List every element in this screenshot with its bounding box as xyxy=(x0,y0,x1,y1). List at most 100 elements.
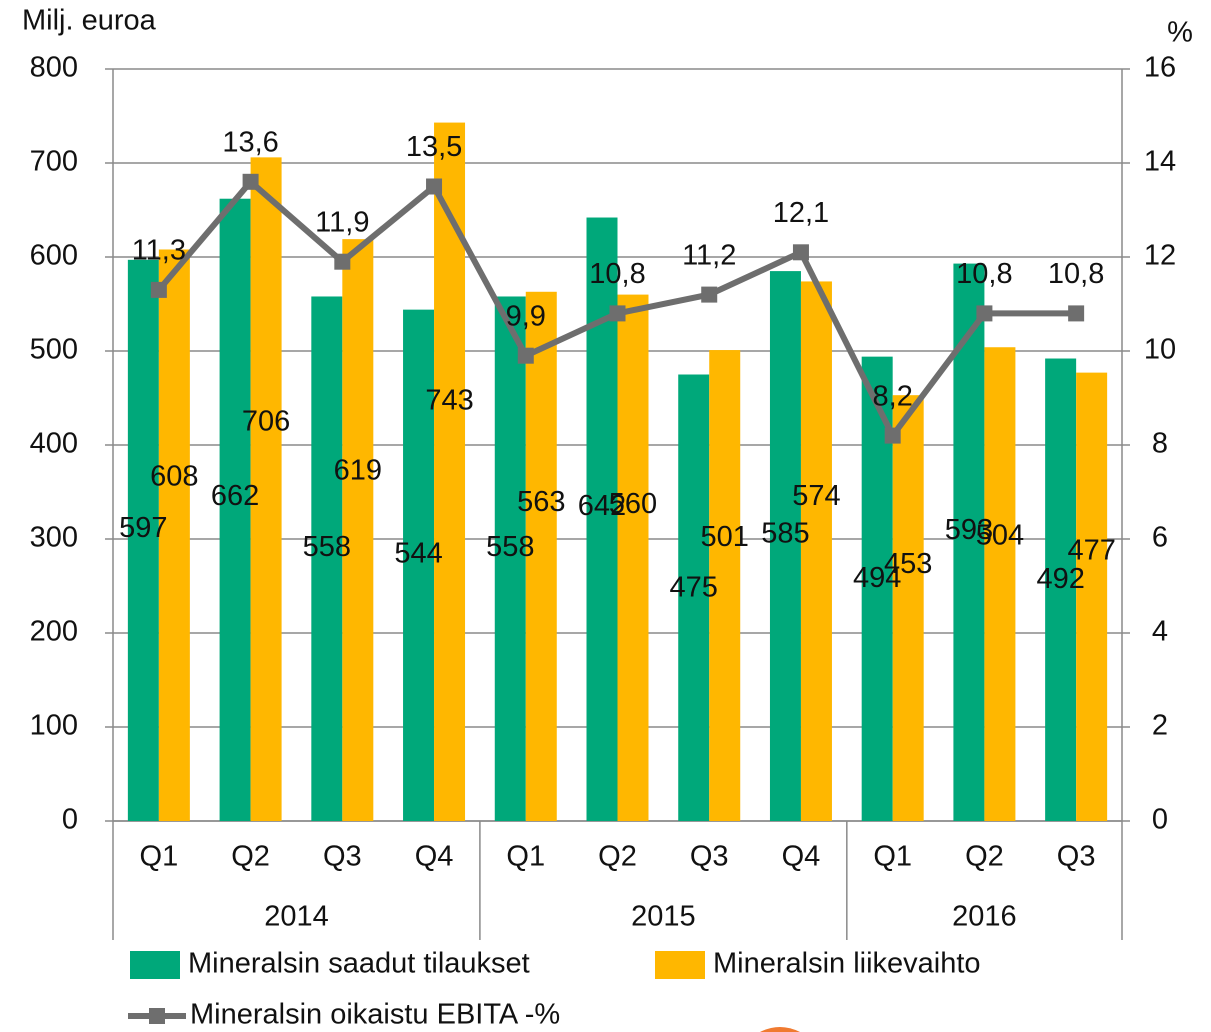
bar xyxy=(1076,372,1108,821)
y2-tick-label: 6 xyxy=(1152,522,1168,554)
line-marker xyxy=(150,281,167,298)
bar xyxy=(617,294,649,822)
x-tick-label: Q3 xyxy=(1057,841,1096,873)
bar-value-label: 743 xyxy=(425,385,473,417)
y-tick-label: 800 xyxy=(30,52,78,84)
bar-value-label: 563 xyxy=(517,486,565,518)
legend-label: Mineralsin saadut tilaukset xyxy=(188,948,530,980)
x-tick-label: Q2 xyxy=(965,841,1004,873)
bar xyxy=(984,347,1016,821)
bar-value-label: 706 xyxy=(242,405,290,437)
bar xyxy=(769,271,801,822)
bar xyxy=(127,259,159,821)
bar-value-label: 453 xyxy=(884,548,932,580)
bar-value-label: 558 xyxy=(486,531,534,563)
bar-value-label: 501 xyxy=(701,521,749,553)
y-axis-title: Milj. euroa xyxy=(22,5,157,37)
bar xyxy=(342,239,374,821)
bar xyxy=(709,350,741,821)
line-marker xyxy=(609,305,626,322)
bar xyxy=(678,374,710,821)
x-tick-label: Q4 xyxy=(782,841,821,873)
bar-value-label: 662 xyxy=(211,480,259,512)
bar xyxy=(434,122,466,821)
bar-value-label: 608 xyxy=(150,461,198,493)
x-tick-label: Q1 xyxy=(140,841,179,873)
y2-tick-label: 8 xyxy=(1152,428,1168,460)
bar xyxy=(219,198,251,822)
bar-value-label: 477 xyxy=(1067,535,1115,567)
group-label: 2016 xyxy=(952,901,1017,933)
line-marker xyxy=(792,244,809,261)
bar xyxy=(494,296,526,822)
group-label: 2014 xyxy=(264,901,329,933)
line-marker xyxy=(884,427,901,444)
bar xyxy=(403,309,435,821)
line-value-label: 11,2 xyxy=(682,239,736,271)
line-value-label: 9,9 xyxy=(506,300,546,332)
y-tick-label: 500 xyxy=(30,334,78,366)
y-tick-label: 700 xyxy=(30,146,78,178)
y2-tick-label: 0 xyxy=(1152,804,1168,836)
line-value-label: 13,5 xyxy=(406,131,462,163)
legend-label: Mineralsin liikevaihto xyxy=(713,948,981,980)
legend-label: Mineralsin oikaistu EBITA -% xyxy=(190,999,560,1031)
line-value-label: 13,6 xyxy=(222,126,278,158)
bar-value-label: 475 xyxy=(670,571,718,603)
y2-tick-label: 4 xyxy=(1152,616,1168,648)
legend-swatch xyxy=(130,951,180,979)
y-tick-label: 100 xyxy=(30,710,78,742)
line-marker xyxy=(1068,305,1085,322)
line-marker xyxy=(701,286,718,303)
line-value-label: 10,8 xyxy=(956,258,1012,290)
line-value-label: 12,1 xyxy=(773,197,829,229)
line-marker xyxy=(976,305,993,322)
y2-tick-label: 14 xyxy=(1144,146,1176,178)
x-tick-label: Q3 xyxy=(690,841,729,873)
y2-tick-label: 12 xyxy=(1144,240,1176,272)
x-tick-label: Q3 xyxy=(323,841,362,873)
bar-value-label: 642 xyxy=(578,490,626,522)
bar-value-label: 585 xyxy=(761,518,809,550)
y-tick-label: 600 xyxy=(30,240,78,272)
line-value-label: 11,3 xyxy=(132,235,186,267)
y2-tick-label: 16 xyxy=(1144,52,1176,84)
x-tick-label: Q2 xyxy=(231,841,270,873)
line-value-label: 10,8 xyxy=(589,258,645,290)
line-value-label: 11,9 xyxy=(315,206,369,238)
bar xyxy=(158,249,190,822)
line-value-label: 10,8 xyxy=(1048,258,1104,290)
line-value-label: 8,2 xyxy=(873,380,913,412)
line-marker xyxy=(426,178,443,195)
legend-swatch xyxy=(149,1008,165,1024)
line-marker xyxy=(334,253,351,270)
y-tick-label: 200 xyxy=(30,616,78,648)
x-tick-label: Q2 xyxy=(598,841,637,873)
bar xyxy=(953,263,985,822)
group-label: 2015 xyxy=(631,901,696,933)
bar xyxy=(1045,358,1077,821)
legend-swatch xyxy=(655,951,705,979)
y-tick-label: 0 xyxy=(62,804,78,836)
x-tick-label: Q1 xyxy=(873,841,912,873)
y2-axis-title: % xyxy=(1167,17,1193,49)
bar xyxy=(525,291,557,821)
y-tick-label: 400 xyxy=(30,428,78,460)
bar xyxy=(892,395,924,821)
bar-value-label: 494 xyxy=(853,562,901,594)
y2-tick-label: 2 xyxy=(1152,710,1168,742)
x-tick-label: Q4 xyxy=(415,841,454,873)
bar xyxy=(800,281,832,821)
bar-value-label: 597 xyxy=(119,512,167,544)
bar-value-label: 619 xyxy=(334,455,382,487)
bar xyxy=(250,157,282,822)
line-marker xyxy=(517,347,534,364)
logo-fragment xyxy=(760,1027,800,1032)
y-tick-label: 300 xyxy=(30,522,78,554)
x-tick-label: Q1 xyxy=(506,841,545,873)
bar-value-label: 574 xyxy=(792,480,840,512)
bar-value-label: 593 xyxy=(945,514,993,546)
bar-value-label: 492 xyxy=(1036,563,1084,595)
bar xyxy=(311,296,343,822)
